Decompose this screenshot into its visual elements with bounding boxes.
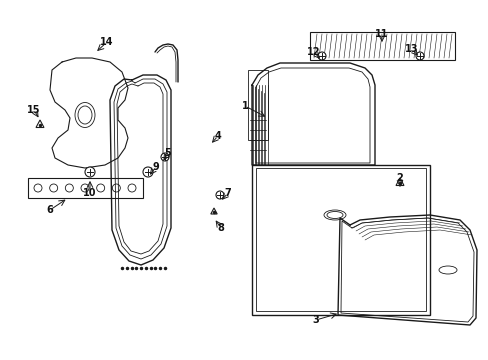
Text: 9: 9 <box>152 162 159 172</box>
Text: 2: 2 <box>396 173 403 183</box>
Text: 13: 13 <box>405 44 418 54</box>
Text: 12: 12 <box>306 47 320 57</box>
Text: 1: 1 <box>241 101 248 111</box>
Circle shape <box>142 167 153 177</box>
Bar <box>309 32 454 60</box>
Text: 4: 4 <box>214 131 221 141</box>
Text: 14: 14 <box>100 37 114 47</box>
Circle shape <box>216 191 224 199</box>
Text: 5: 5 <box>164 148 171 158</box>
Circle shape <box>161 153 169 161</box>
Text: 6: 6 <box>46 205 53 215</box>
Text: 7: 7 <box>224 188 231 198</box>
Circle shape <box>317 52 325 60</box>
Text: 8: 8 <box>217 223 224 233</box>
Circle shape <box>85 167 95 177</box>
Bar <box>256 168 425 311</box>
Text: 3: 3 <box>312 315 319 325</box>
Circle shape <box>415 52 423 60</box>
Text: 11: 11 <box>374 29 388 39</box>
Text: 15: 15 <box>27 105 41 115</box>
Bar <box>247 70 267 140</box>
Bar <box>251 165 429 315</box>
Bar <box>28 178 142 198</box>
Text: 10: 10 <box>83 188 97 198</box>
